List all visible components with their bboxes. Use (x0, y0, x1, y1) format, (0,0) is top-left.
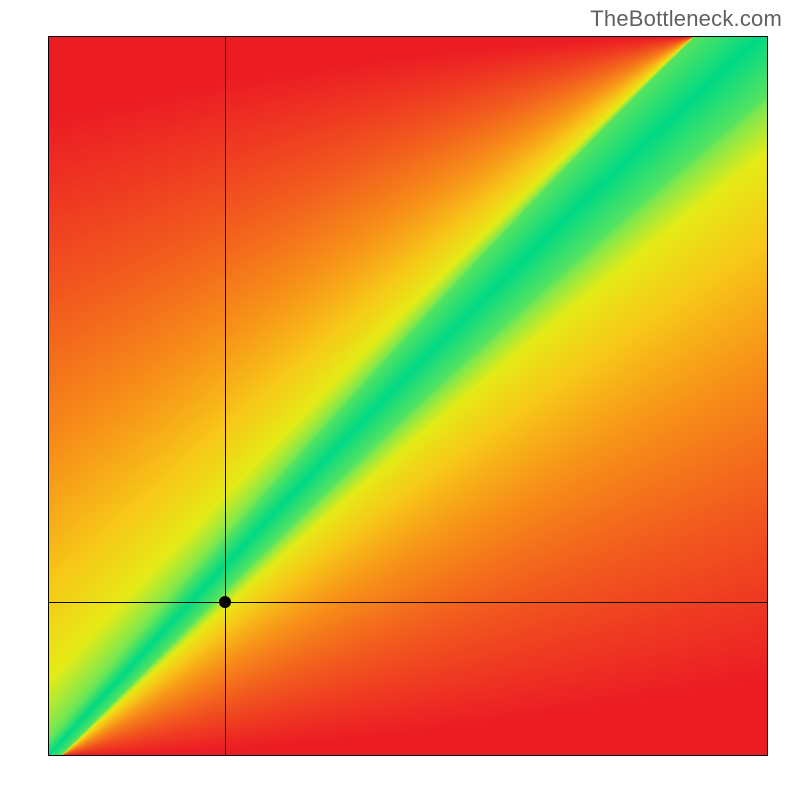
crosshair-vertical (225, 37, 226, 755)
heatmap-canvas (49, 37, 767, 755)
watermark-text: TheBottleneck.com (590, 6, 782, 32)
crosshair-horizontal (49, 602, 767, 603)
heatmap-plot (48, 36, 768, 756)
marker-dot (219, 596, 231, 608)
